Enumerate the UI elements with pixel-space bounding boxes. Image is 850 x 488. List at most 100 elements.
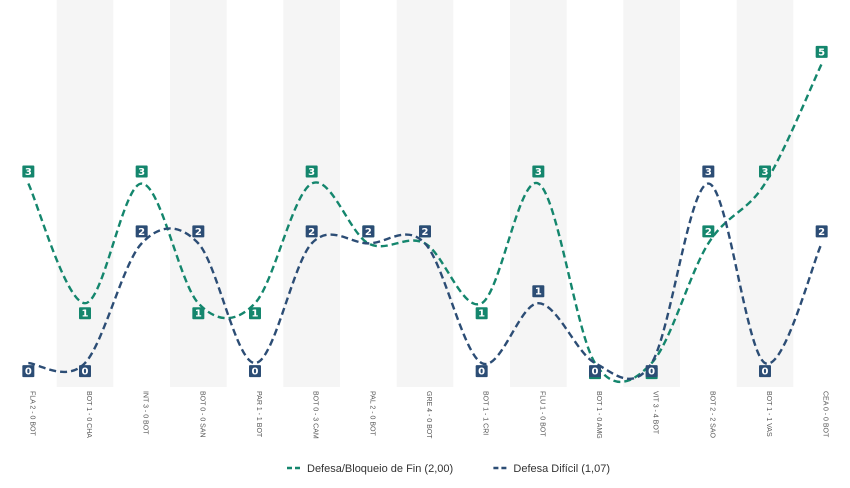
data-label-box bbox=[305, 165, 318, 178]
data-label: 2 bbox=[305, 225, 318, 238]
data-label-box bbox=[249, 307, 261, 320]
data-label-box bbox=[135, 165, 148, 178]
data-label-box bbox=[475, 307, 488, 320]
data-label-box bbox=[589, 365, 601, 378]
data-label-box bbox=[79, 307, 91, 320]
data-label: 5 bbox=[815, 45, 828, 58]
data-label-box bbox=[22, 365, 35, 378]
series-lines bbox=[27, 63, 823, 383]
data-label-box bbox=[192, 225, 205, 238]
data-label-text: 0 bbox=[762, 367, 769, 378]
x-tick-label: CEA 0 - 0 BOT bbox=[822, 391, 829, 438]
data-label: 2 bbox=[192, 225, 205, 238]
data-label-box bbox=[362, 225, 375, 238]
data-label: 2 bbox=[362, 225, 375, 238]
data-label-text: 3 bbox=[762, 167, 769, 178]
data-label-text: 3 bbox=[705, 167, 712, 178]
legend-item-2[interactable]: Defesa Difícil (1,07) bbox=[493, 463, 610, 475]
data-label: 2 bbox=[702, 225, 715, 238]
data-label-box bbox=[305, 225, 318, 238]
x-tick-label: BOT 0 - 3 CAM bbox=[312, 391, 319, 439]
data-label-box bbox=[22, 165, 35, 178]
data-label: 3 bbox=[759, 165, 771, 178]
data-label-box bbox=[815, 225, 828, 238]
data-labels: 313113221300235002202220100302 bbox=[22, 45, 828, 380]
x-axis-ticks: FLA 2 - 0 BOT BOT 1 - 0 CHA INT 3 - 0 BOT B… bbox=[28, 391, 828, 439]
data-label-text: 2 bbox=[705, 227, 712, 238]
data-label: 1 bbox=[475, 307, 488, 320]
category-band bbox=[623, 0, 680, 387]
data-label: 3 bbox=[702, 165, 715, 178]
x-tick-label: BOT 1 - 1 CRI bbox=[482, 391, 489, 435]
data-label: 2 bbox=[419, 225, 431, 238]
data-label: 0 bbox=[475, 365, 488, 378]
data-label: 1 bbox=[79, 307, 91, 320]
x-tick-label: PAL 2 - 0 BOT bbox=[368, 391, 375, 436]
data-label: 0 bbox=[79, 365, 91, 378]
data-label-text: 3 bbox=[535, 167, 542, 178]
data-label-box bbox=[759, 365, 771, 378]
data-label-text: 3 bbox=[308, 167, 315, 178]
data-label: 2 bbox=[815, 225, 828, 238]
data-label: 0 bbox=[22, 365, 35, 378]
data-label-text: 2 bbox=[195, 227, 202, 238]
x-tick-label: PAR 1 - 1 BOT bbox=[255, 391, 262, 438]
data-label-box bbox=[135, 225, 148, 238]
data-label: 3 bbox=[22, 165, 35, 178]
data-label-text: 2 bbox=[365, 227, 372, 238]
category-band bbox=[396, 0, 454, 387]
x-tick-label: FLA 2 - 0 BOT bbox=[28, 391, 35, 436]
data-label-text: 1 bbox=[535, 287, 542, 298]
data-label-text: 0 bbox=[25, 367, 32, 378]
x-tick-label: VIT 3 - 4 BOT bbox=[652, 391, 659, 435]
data-label-text: 2 bbox=[308, 227, 315, 238]
x-tick-label: FLU 1 - 0 BOT bbox=[538, 391, 545, 437]
data-label: 0 bbox=[759, 365, 771, 378]
data-label-box bbox=[249, 365, 261, 378]
category-band bbox=[170, 0, 227, 387]
category-band bbox=[56, 0, 114, 387]
x-tick-label: GRE 4 - 0 BOT bbox=[425, 391, 432, 439]
data-label: 1 bbox=[249, 307, 261, 320]
data-label: 1 bbox=[532, 285, 545, 298]
data-label-box bbox=[645, 365, 658, 378]
data-label: 0 bbox=[645, 365, 658, 378]
category-band bbox=[736, 0, 794, 387]
x-tick-label: BOT 1 - 0 AMG bbox=[595, 391, 602, 439]
x-tick-label: BOT 2 - 2 SAO bbox=[708, 391, 715, 438]
legend-item-1[interactable]: Defesa/Bloqueio de Fin (2,00) bbox=[287, 463, 453, 475]
data-label: 1 bbox=[192, 307, 205, 320]
data-label: 3 bbox=[135, 165, 148, 178]
data-label-text: 3 bbox=[25, 167, 32, 178]
x-tick-label: INT 3 - 0 BOT bbox=[142, 391, 149, 435]
data-label-box bbox=[192, 307, 205, 320]
data-label-text: 1 bbox=[195, 309, 202, 320]
data-label: 3 bbox=[305, 165, 318, 178]
legend-label: Defesa Difícil (1,07) bbox=[513, 463, 610, 475]
x-tick-label: BOT 1 - 1 VAS bbox=[765, 391, 772, 437]
data-label-text: 5 bbox=[818, 47, 825, 58]
data-label-text: 0 bbox=[252, 367, 259, 378]
data-label-text: 2 bbox=[138, 227, 145, 238]
data-label-text: 0 bbox=[82, 367, 89, 378]
data-label-box bbox=[702, 225, 715, 238]
data-label: 0 bbox=[589, 365, 601, 378]
legend[interactable]: Defesa/Bloqueio de Fin (2,00) Defesa Difí… bbox=[287, 463, 610, 475]
data-label-text: 2 bbox=[422, 227, 429, 238]
data-label-box bbox=[532, 165, 545, 178]
data-label-text: 0 bbox=[592, 367, 599, 378]
x-tick-label: BOT 0 - 0 SAN bbox=[198, 391, 205, 438]
data-label-text: 1 bbox=[82, 309, 89, 320]
series-line-2 bbox=[28, 182, 823, 381]
data-label-text: 0 bbox=[648, 367, 655, 378]
data-label-box bbox=[702, 165, 715, 178]
data-label: 3 bbox=[532, 165, 545, 178]
data-label-box bbox=[815, 45, 828, 58]
data-label-box bbox=[475, 365, 488, 378]
data-label: 2 bbox=[135, 225, 148, 238]
x-tick-label: BOT 1 - 0 CHA bbox=[85, 391, 92, 438]
data-label-text: 3 bbox=[138, 167, 145, 178]
data-label-text: 2 bbox=[818, 227, 825, 238]
legend-label: Defesa/Bloqueio de Fin (2,00) bbox=[307, 463, 453, 475]
data-label-box bbox=[759, 165, 771, 178]
